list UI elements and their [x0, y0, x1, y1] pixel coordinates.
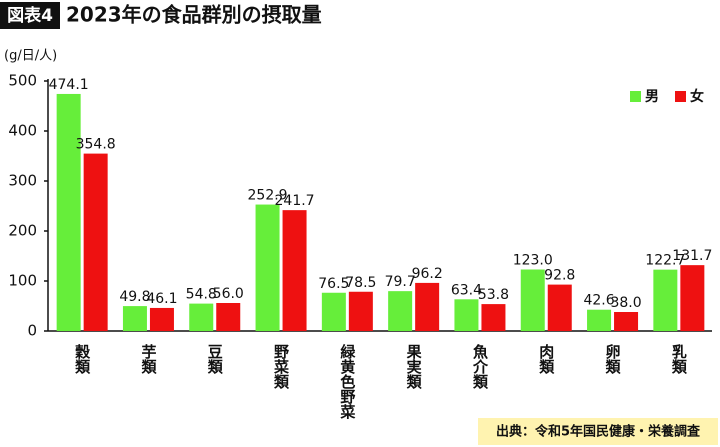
x-tick-label: 野菜類: [272, 344, 290, 390]
y-tick-label: 300: [8, 172, 37, 190]
y-tick-label: 0: [27, 322, 37, 340]
bar: [614, 312, 639, 331]
bar: [216, 303, 241, 331]
x-tick-label: 穀類: [73, 343, 91, 375]
value-label: 96.2: [412, 266, 443, 282]
value-label: 241.7: [275, 193, 315, 209]
value-label: 474.1: [49, 77, 89, 93]
value-label: 53.8: [478, 287, 509, 303]
x-tick-label: 芋類: [139, 344, 157, 375]
bar: [520, 269, 545, 331]
y-tick-label: 400: [8, 122, 37, 140]
bar: [653, 269, 678, 331]
source: 出典：令和5年国民健康・栄養調査: [496, 424, 701, 440]
x-tick-label: 緑黄色野菜: [338, 343, 356, 420]
bar: [321, 292, 346, 331]
value-label: 38.0: [610, 295, 641, 311]
bar: [348, 291, 373, 331]
bar: [454, 299, 479, 331]
bar: [122, 306, 147, 331]
bar: [587, 309, 612, 331]
value-label: 54.8: [186, 287, 217, 303]
bar: [415, 282, 440, 331]
value-label: 49.8: [119, 289, 150, 305]
x-tick-label: 魚介類: [471, 343, 489, 390]
x-tick-label: 卵類: [604, 343, 622, 375]
x-tick-label: 豆類: [206, 344, 224, 375]
value-label: 252.9: [248, 188, 288, 204]
bar: [149, 307, 174, 331]
value-label: 79.7: [385, 274, 416, 290]
value-label: 131.7: [672, 248, 712, 264]
bar: [255, 204, 280, 331]
bar: [83, 153, 108, 331]
bar: [282, 210, 307, 331]
value-label: 354.8: [76, 137, 116, 153]
x-tick-label: 肉類: [537, 343, 555, 375]
y-tick-label: 500: [8, 72, 37, 90]
value-label: 122.7: [645, 253, 685, 269]
unit-label: (g/日/人): [4, 49, 57, 64]
bar: [547, 284, 572, 331]
y-tick-label: 200: [8, 222, 37, 240]
legend-label: 男: [645, 89, 659, 105]
bar: [189, 303, 214, 331]
bar: [56, 93, 81, 331]
value-label: 46.1: [146, 291, 177, 307]
x-tick-label: 果実類: [405, 344, 423, 390]
x-tick-label: 乳類: [670, 343, 688, 375]
bar: [388, 291, 413, 331]
y-tick-label: 100: [8, 272, 37, 290]
value-label: 123.0: [513, 253, 553, 269]
chart-title: 2023年の食品群別の摂取量: [66, 3, 322, 27]
value-label: 56.0: [213, 286, 244, 302]
badge-box: [0, 2, 60, 29]
legend-swatch: [675, 91, 686, 102]
legend-label: 女: [690, 88, 704, 105]
value-label: 92.8: [544, 268, 575, 284]
source-box: [478, 418, 718, 445]
value-label: 63.4: [451, 282, 482, 298]
value-label: 76.5: [318, 276, 349, 292]
badge: 図表4: [7, 5, 53, 26]
legend-swatch: [630, 91, 641, 102]
value-label: 78.5: [345, 275, 376, 291]
bar: [680, 265, 705, 331]
bar: [481, 304, 506, 331]
value-label: 42.6: [583, 293, 614, 309]
